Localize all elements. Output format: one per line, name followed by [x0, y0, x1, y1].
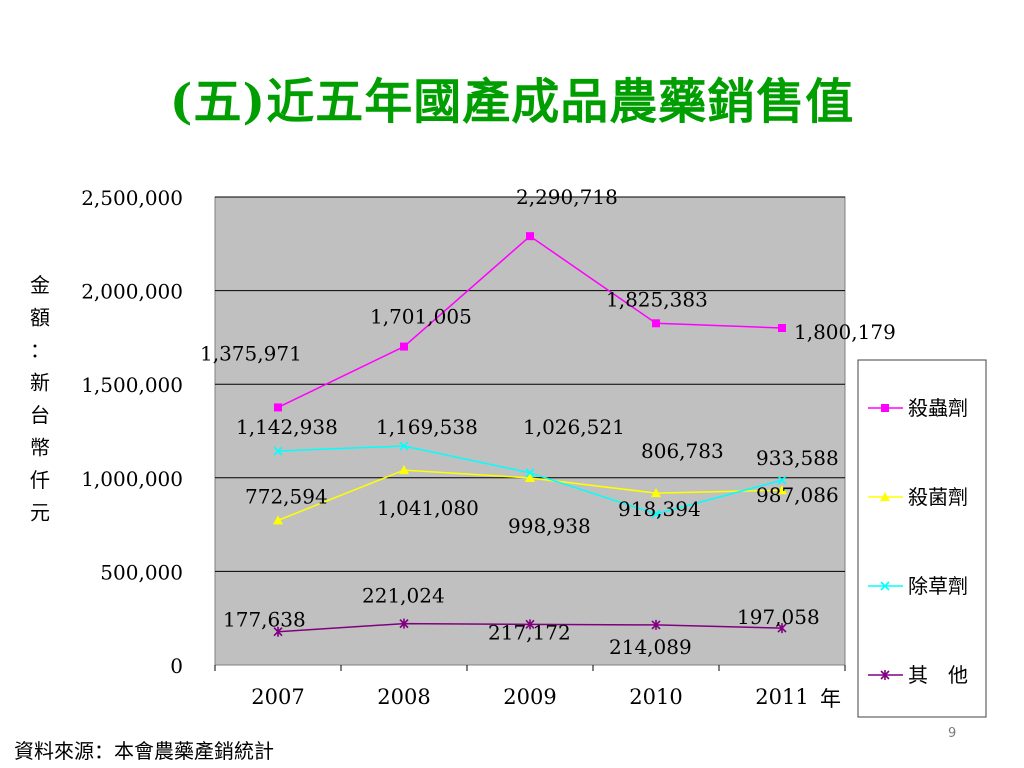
data-label: 772,594: [245, 484, 328, 508]
data-point: [525, 468, 535, 478]
data-point: [651, 488, 661, 498]
data-point: [274, 403, 282, 412]
data-label: 987,086: [756, 483, 839, 507]
data-label: 1,701,005: [370, 305, 472, 329]
legend-marker: [880, 581, 890, 591]
data-point: [399, 618, 409, 629]
x-tick-label: 2007: [251, 685, 304, 709]
data-point: [652, 319, 660, 328]
data-point: [778, 324, 786, 333]
y-tick-label: 2,000,000: [81, 280, 183, 304]
data-label: 1,041,080: [377, 496, 479, 520]
data-point: [777, 475, 787, 485]
data-point: [526, 232, 534, 241]
data-point: [273, 626, 283, 637]
data-point: [525, 472, 535, 482]
y-axis-label-char: 元: [30, 501, 50, 525]
data-label: 1,026,521: [523, 415, 625, 439]
data-point: [400, 342, 408, 351]
data-point: [777, 623, 787, 634]
data-point: [273, 515, 283, 525]
x-tick-label: 2009: [503, 685, 556, 709]
legend-marker: [880, 492, 890, 501]
data-label: 1,825,383: [606, 287, 708, 311]
data-label: 806,783: [641, 439, 724, 463]
legend-label: 殺菌劑: [908, 485, 968, 509]
data-label: 1,375,971: [200, 341, 302, 365]
y-tick-label: 2,500,000: [81, 186, 183, 210]
legend-label: 其 他: [908, 663, 968, 687]
y-axis-label-char: 仟: [30, 468, 50, 492]
data-label: 221,024: [362, 584, 445, 608]
legend-marker: [880, 670, 890, 680]
y-axis-label-char: 金: [30, 273, 50, 297]
page-number: 9: [948, 726, 957, 741]
data-label: 217,172: [488, 620, 571, 644]
data-label: 2,290,718: [516, 185, 618, 209]
legend-box: [857, 359, 987, 718]
y-axis-label-char: 額: [30, 306, 50, 330]
data-point: [651, 619, 661, 630]
data-label: 918,394: [618, 497, 701, 521]
y-axis-label-char: 新: [30, 371, 50, 395]
data-point: [399, 465, 409, 475]
y-tick-label: 0: [170, 654, 183, 678]
y-axis-label-char: 幣: [30, 436, 50, 460]
data-point: [651, 509, 661, 519]
slide-title: (五)近五年國產成品農藥銷售值: [169, 74, 855, 130]
legend-label: 除草劑: [908, 574, 968, 598]
legend-label: 殺蟲劑: [908, 396, 968, 420]
data-label: 998,938: [508, 514, 591, 538]
data-label: 214,089: [609, 635, 692, 659]
data-point: [525, 619, 535, 630]
data-point: [273, 446, 283, 456]
data-label: 1,800,179: [794, 320, 896, 344]
data-point: [777, 485, 787, 495]
x-tick-label: 2008: [377, 685, 430, 709]
x-axis-unit: 年: [820, 687, 841, 711]
y-tick-label: 500,000: [100, 560, 183, 584]
y-tick-label: 1,500,000: [81, 373, 183, 397]
data-label: 933,588: [756, 446, 839, 470]
data-label: 177,638: [223, 608, 306, 632]
plot-area: [214, 196, 846, 666]
x-tick-label: 2010: [629, 685, 682, 709]
y-axis-label-char: ：: [30, 338, 50, 362]
y-axis-label-char: 台: [30, 403, 50, 427]
data-label: 1,169,538: [376, 415, 478, 439]
data-label: 197,058: [737, 605, 820, 629]
x-tick-label: 2011: [755, 685, 808, 709]
data-label: 1,142,938: [236, 415, 338, 439]
y-tick-label: 1,000,000: [81, 467, 183, 491]
data-point: [399, 441, 409, 451]
legend-marker: [881, 404, 889, 412]
source-note: 資料來源：本會農藥產銷統計: [14, 739, 274, 763]
